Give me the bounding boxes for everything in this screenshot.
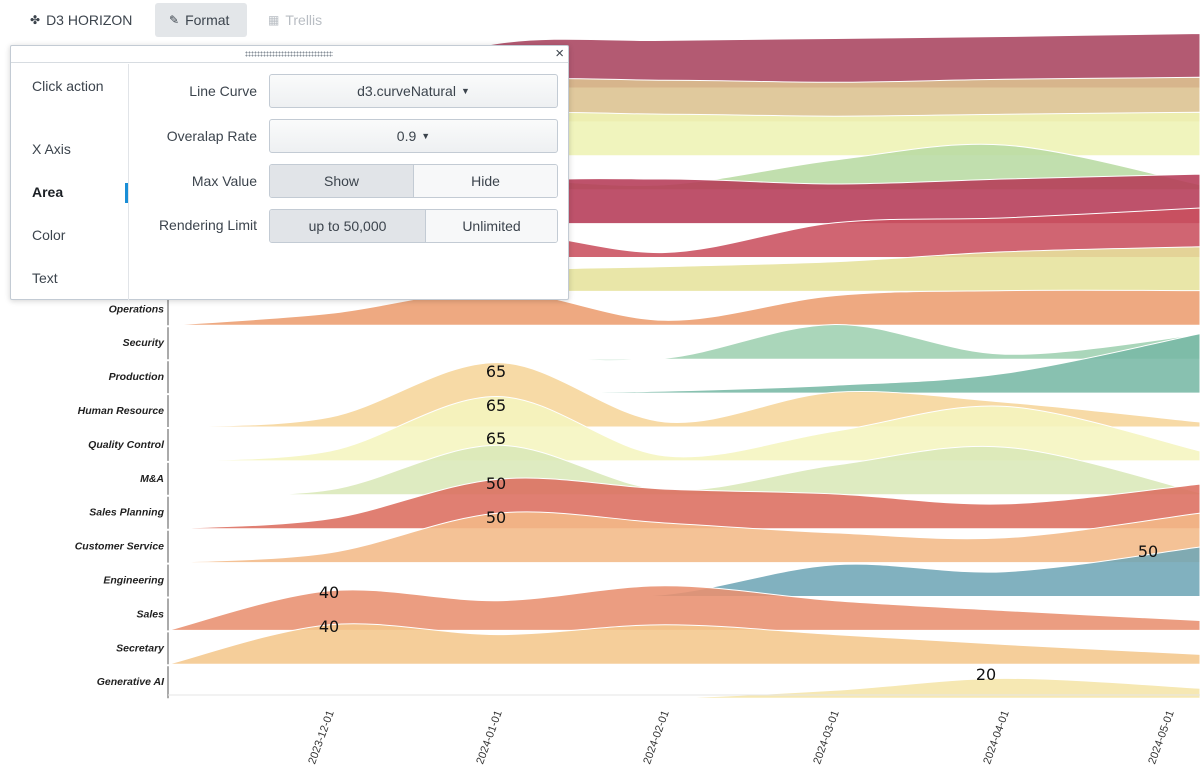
line-curve-value: d3.curveNatural xyxy=(357,83,456,99)
x-tick-label: 2024-01-01 xyxy=(474,709,505,766)
row-label: Engineering xyxy=(103,575,164,587)
rendering-limit-label: Rendering Limit xyxy=(158,217,257,233)
nav-item-area[interactable]: Area xyxy=(32,184,64,200)
nav-item-color[interactable]: Color xyxy=(32,227,66,243)
row-label: Human Resource xyxy=(78,405,165,417)
row-label: Secretary xyxy=(116,642,165,654)
max-value-label: 65 xyxy=(486,396,506,415)
format-panel: × Click action X Axis Area Color Text Li… xyxy=(10,45,569,300)
max-value-label: 50 xyxy=(1138,542,1158,561)
x-tick-label: 2024-04-01 xyxy=(981,709,1012,766)
nav-item-text[interactable]: Text xyxy=(32,270,58,286)
row-label: M&A xyxy=(140,473,164,485)
row-label: Quality Control xyxy=(88,439,165,451)
series-area-generative-ai[interactable] xyxy=(168,677,1200,700)
row-label: Sales xyxy=(137,608,165,620)
caret-down-icon: ▼ xyxy=(460,86,470,96)
puzzle-icon: ✤ xyxy=(30,13,41,27)
line-curve-label: Line Curve xyxy=(189,83,257,99)
max-value-label: 65 xyxy=(486,429,506,448)
max-value-toggle: Show Hide xyxy=(269,164,558,198)
overlap-rate-select[interactable]: 0.9 ▼ xyxy=(269,119,558,153)
series-area-security[interactable] xyxy=(167,323,1200,362)
series-area-production[interactable] xyxy=(167,333,1200,394)
row-label: Sales Planning xyxy=(89,507,164,519)
overlap-rate-value: 0.9 xyxy=(396,128,417,144)
x-tick-label: 2024-05-01 xyxy=(1146,709,1177,766)
max-value-label: 50 xyxy=(486,508,506,527)
trellis-label: Trellis xyxy=(285,12,323,28)
pencil-icon: ✎ xyxy=(169,13,180,27)
close-icon[interactable]: × xyxy=(555,45,564,62)
active-nav-indicator xyxy=(125,183,128,203)
grid-icon: ▦ xyxy=(268,13,280,27)
overlap-rate-label: Overalap Rate xyxy=(166,128,257,144)
x-tick-label: 2024-03-01 xyxy=(811,709,842,766)
rendering-limit-toggle: up to 50,000 Unlimited xyxy=(269,209,558,243)
viz-type-label: D3 HORIZON xyxy=(46,12,133,28)
series-area-secretary[interactable] xyxy=(167,623,1200,665)
row-label: Operations xyxy=(109,303,165,315)
nav-item-click-action[interactable]: Click action xyxy=(32,78,104,94)
max-value-label: 50 xyxy=(486,474,506,493)
x-tick-label: 2024-02-01 xyxy=(641,709,672,766)
series-area-customer-service[interactable] xyxy=(167,511,1200,564)
grip-icon[interactable] xyxy=(245,51,333,57)
series-area-sales[interactable] xyxy=(167,585,1200,631)
max-value-label: 65 xyxy=(486,362,506,381)
rendering-limit-unlimited-button[interactable]: Unlimited xyxy=(425,210,557,242)
max-value-label: 40 xyxy=(319,617,339,636)
format-nav: Click action X Axis Area Color Text xyxy=(11,64,129,300)
max-value-label: 40 xyxy=(319,583,339,602)
nav-item-x-axis[interactable]: X Axis xyxy=(32,141,71,157)
row-label: Security xyxy=(123,337,166,349)
row-label: Generative AI xyxy=(97,676,165,688)
trellis-button[interactable]: ▦ Trellis xyxy=(254,3,336,37)
line-curve-select[interactable]: d3.curveNatural ▼ xyxy=(269,74,558,108)
row-label: Production xyxy=(109,371,164,383)
series-area-quality-control[interactable] xyxy=(167,395,1200,462)
max-value-label: 20 xyxy=(976,665,996,684)
series-area-sales-planning[interactable] xyxy=(167,477,1200,530)
max-value-hide-button[interactable]: Hide xyxy=(413,165,557,197)
panel-drag-handle[interactable]: × xyxy=(11,45,568,63)
caret-down-icon: ▼ xyxy=(421,131,431,141)
x-tick-label: 2023-12-01 xyxy=(306,709,337,766)
row-label: Customer Service xyxy=(75,541,164,553)
max-value-show-button[interactable]: Show xyxy=(270,165,413,197)
viz-toolbar: ✤ D3 HORIZON ✎ Format ▦ Trellis xyxy=(0,0,1200,40)
format-button[interactable]: ✎ Format xyxy=(155,3,247,37)
viz-type-button[interactable]: ✤ D3 HORIZON xyxy=(16,3,146,37)
format-label: Format xyxy=(185,12,230,28)
max-value-label: Max Value xyxy=(191,173,257,189)
rendering-limit-50000-button[interactable]: up to 50,000 xyxy=(270,210,425,242)
